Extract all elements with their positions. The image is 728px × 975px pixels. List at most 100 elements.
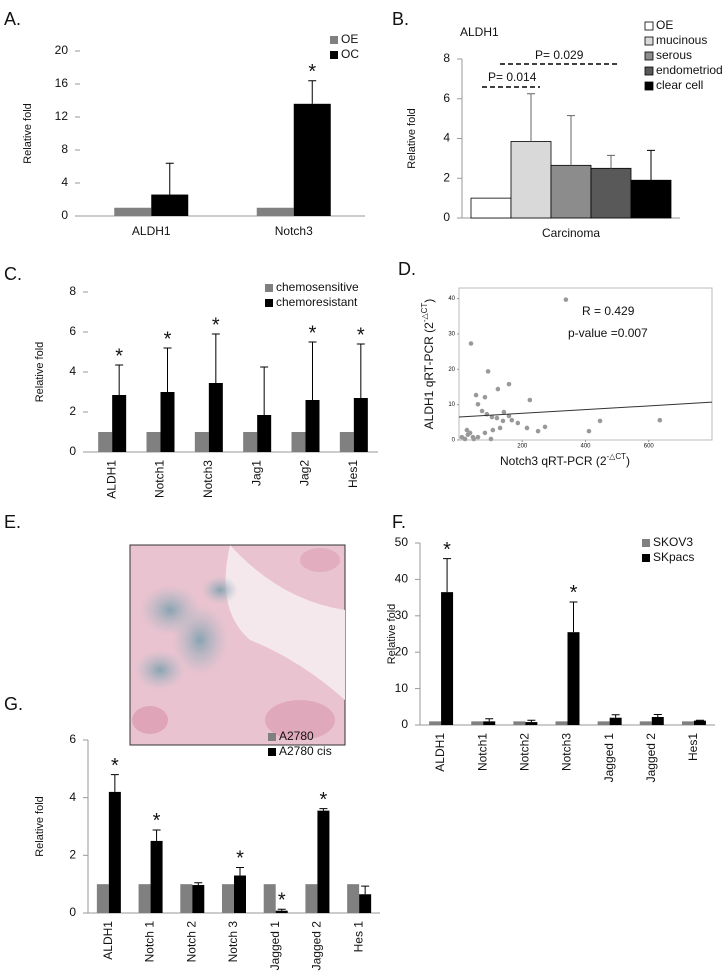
x-tick-label: ALDH1	[101, 921, 115, 960]
error-bar	[527, 719, 536, 723]
y-tick-label: 20	[448, 367, 455, 373]
significance-mark: *	[320, 789, 328, 811]
bar	[293, 103, 331, 216]
significance-mark: *	[236, 848, 244, 870]
scatter-point	[479, 408, 485, 414]
y-axis-label-superscript: -△CT	[420, 303, 429, 323]
significance-mark: *	[212, 314, 220, 336]
legend-swatch	[644, 81, 654, 91]
bar	[256, 207, 294, 216]
x-tick-label: Notch 1	[143, 921, 157, 963]
y-tick-label: 4	[69, 790, 76, 804]
significance-mark: *	[111, 755, 119, 777]
x-tick-label: Jag2	[298, 460, 312, 486]
x-tick-label: Carcinoma	[542, 226, 600, 240]
y-axis-label: Relative fold	[386, 604, 398, 665]
legend-swatch	[644, 51, 654, 61]
legend-label: serous	[656, 48, 692, 62]
legend-swatch	[644, 66, 654, 76]
bar	[96, 884, 109, 913]
x-tick-label: Notch 3	[226, 921, 240, 963]
bar	[550, 164, 592, 219]
trend-line	[458, 401, 713, 418]
bar	[597, 721, 610, 725]
legend-label: chemoresistant	[276, 295, 358, 309]
x-tick-label: Notch3	[560, 733, 574, 771]
scatter-point	[482, 394, 488, 400]
scatter-point	[465, 432, 471, 437]
y-tick-label: 0	[401, 717, 408, 731]
y-tick-label: 20	[395, 644, 409, 658]
bar	[243, 432, 258, 452]
error-bar	[277, 908, 286, 911]
legend-label: OE	[341, 32, 358, 46]
x-axis-label-part: Notch3 qRT-PCR (2	[500, 454, 607, 468]
error-bar	[569, 601, 578, 633]
error-bar	[211, 333, 220, 383]
scatter-point	[482, 430, 488, 436]
error-bar	[308, 80, 317, 104]
error-bar	[361, 885, 370, 895]
bar	[630, 179, 672, 219]
x-tick-label: Notch2	[518, 733, 532, 771]
panel-label: E.	[4, 512, 21, 532]
y-tick-label: 2	[69, 848, 76, 862]
legend-swatch	[642, 554, 650, 562]
bar	[234, 875, 246, 913]
x-tick-label: 400	[580, 444, 591, 450]
bar	[555, 721, 568, 725]
bar	[317, 810, 330, 913]
y-tick-label: 8	[69, 284, 76, 298]
x-tick-label: Jagged 2	[644, 733, 658, 783]
scatter-point	[497, 425, 503, 431]
bar	[305, 400, 320, 452]
legend-label: SKOV3	[653, 535, 693, 549]
scatter-point	[506, 381, 512, 387]
bar	[470, 197, 512, 219]
y-tick-label: 10	[448, 402, 455, 408]
x-tick-label: Jag1	[249, 460, 263, 486]
legend-swatch	[268, 733, 276, 741]
y-tick-label: 6	[69, 732, 76, 746]
bar	[98, 432, 113, 452]
scatter-point	[489, 414, 495, 420]
bar	[108, 791, 121, 913]
significance-mark: *	[278, 890, 286, 912]
bar	[112, 395, 127, 452]
y-tick-label: 6	[443, 91, 450, 105]
significance-mark: *	[308, 61, 316, 83]
x-tick-label: Notch1	[153, 460, 167, 498]
error-bar	[647, 149, 655, 181]
scatter-point	[657, 417, 663, 423]
bar	[353, 398, 368, 452]
x-axis-label-part: )	[626, 454, 630, 468]
y-tick-label: 0	[69, 444, 76, 458]
y-tick-label: 40	[448, 296, 455, 302]
bar	[194, 432, 209, 452]
y-tick-label: 6	[69, 324, 76, 338]
x-tick-label: 600	[644, 444, 655, 450]
legend-label: OE	[656, 18, 673, 32]
error-bar	[260, 366, 269, 415]
bar	[590, 167, 632, 219]
legend-swatch	[265, 299, 273, 307]
x-tick-label: Hes1	[346, 460, 360, 488]
x-tick-label: ALDH1	[104, 460, 118, 499]
error-bar	[115, 364, 124, 395]
significance-mark: *	[443, 539, 451, 561]
y-tick-label: 2	[443, 170, 450, 184]
x-tick-label: Notch3	[201, 460, 215, 498]
legend-swatch	[330, 51, 338, 59]
significance-mark: *	[357, 324, 365, 346]
scatter-point	[535, 428, 541, 434]
bar	[693, 720, 706, 725]
y-tick-label: 2	[69, 404, 76, 418]
y-axis-label-part: ALDH1 qRT-PCR (2	[422, 322, 436, 429]
scatter-point	[586, 428, 592, 434]
panel-label: G.	[4, 694, 23, 714]
scatter-point	[464, 427, 470, 433]
error-bar	[165, 162, 174, 195]
error-bar	[308, 341, 317, 400]
scatter-point	[527, 397, 533, 403]
